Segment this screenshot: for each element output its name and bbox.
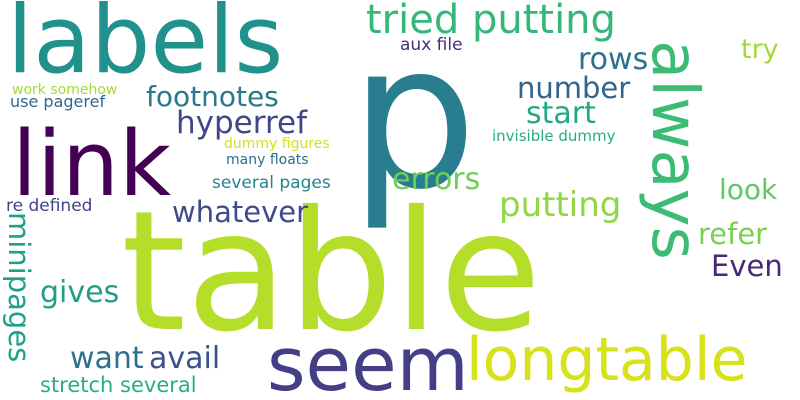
word-longtable: longtable [466, 325, 748, 395]
word-many-floats: many floats [226, 152, 309, 168]
word-several-pages: several pages [212, 173, 331, 193]
word-re-defined: re defined [6, 196, 93, 216]
word-use-pageref: use pageref [10, 92, 106, 111]
word-start: start [526, 96, 596, 131]
word-avail: avail [149, 341, 221, 376]
word-minipages: minipages [2, 212, 36, 363]
word-refer: refer [698, 217, 768, 251]
word-dummy-figures: dummy figures [224, 136, 330, 152]
word-number: number [517, 71, 631, 105]
word-hyperref: hyperref [176, 105, 307, 141]
word-tried-putting: tried putting [366, 0, 616, 43]
word-footnotes: footnotes [146, 80, 279, 113]
word-aux-file: aux file [400, 35, 463, 55]
word-even: Even [711, 249, 783, 283]
word-rows: rows [578, 42, 649, 77]
word-look: look [719, 173, 778, 206]
word-errors: errors [392, 162, 481, 197]
word-always: always [637, 40, 711, 260]
word-try: try [741, 34, 779, 65]
word-invisible-dummy: invisible dummy [492, 127, 616, 145]
word-whatever: whatever [172, 195, 309, 229]
word-gives: gives [40, 275, 120, 310]
word-seem: seem [267, 322, 469, 400]
word-putting: putting [499, 185, 622, 225]
word-link: link [12, 112, 172, 217]
word-want: want [70, 341, 144, 376]
word-table: table [121, 176, 542, 369]
word-stretch-several: stretch several [40, 373, 197, 397]
word-labels: labels [7, 0, 284, 95]
word-work-somehow: work somehow [12, 82, 118, 98]
word-p: p [350, 1, 477, 234]
